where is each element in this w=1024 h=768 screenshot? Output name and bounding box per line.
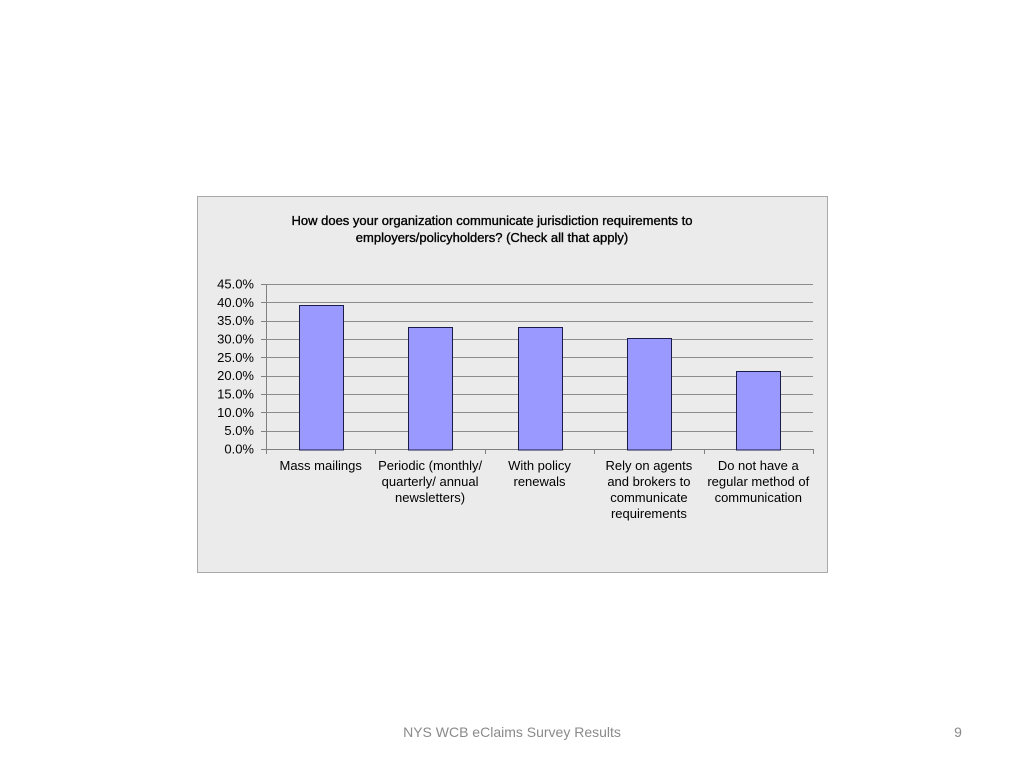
x-category-label: Periodic (monthly/ quarterly/ annual new… xyxy=(378,458,483,505)
bar xyxy=(518,327,563,451)
bar xyxy=(627,338,672,451)
x-category-label: Mass mailings xyxy=(279,458,362,473)
slide-page-number: 9 xyxy=(954,724,962,740)
bar xyxy=(299,305,344,451)
y-tick-label: 30.0% xyxy=(217,332,254,347)
y-tick-label: 45.0% xyxy=(217,277,254,292)
y-tick-label: 35.0% xyxy=(217,313,254,328)
bar xyxy=(408,327,453,451)
y-tick-label: 15.0% xyxy=(217,387,254,402)
y-tick-label: 40.0% xyxy=(217,295,254,310)
y-tick-label: 5.0% xyxy=(224,423,254,438)
chart-title: How does your organization communicate j… xyxy=(291,213,693,245)
x-category-label: With policy renewals xyxy=(508,458,571,489)
bar-chart-plot: 0.0% 5.0% 10.0% 15.0% 20.0% 25.0% 30.0% 35.0% 40… xyxy=(217,277,814,457)
bar xyxy=(736,371,781,451)
chart-container: How does your organization communicate j… xyxy=(197,196,828,573)
y-tick-label: 25.0% xyxy=(217,350,254,365)
y-tick-label: 10.0% xyxy=(217,405,254,420)
slide-footer: NYS WCB eClaims Survey Results xyxy=(403,724,621,740)
y-tick-label: 20.0% xyxy=(217,368,254,383)
x-category-label: Do not have a regular method of communic… xyxy=(707,458,810,505)
y-tick-label: 0.0% xyxy=(224,442,254,457)
x-category-label: Rely on agents and brokers to communicat… xyxy=(605,458,693,521)
